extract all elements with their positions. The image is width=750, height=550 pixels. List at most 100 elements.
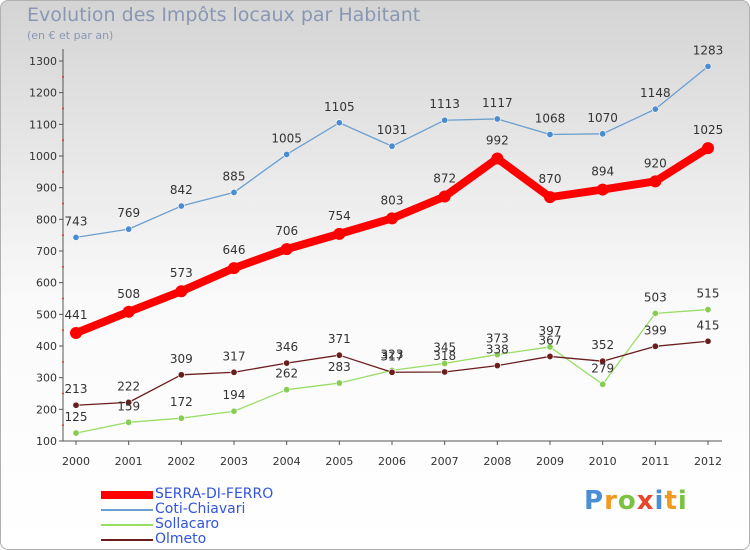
data-label-1: 1283 xyxy=(693,43,724,57)
data-label-2: 515 xyxy=(697,287,720,301)
data-label-0: 803 xyxy=(381,193,404,207)
series-point-1 xyxy=(230,188,238,196)
y-minor-tick xyxy=(62,234,64,237)
chart-title: Evolution des Impôts locaux par Habitant xyxy=(27,4,421,26)
series-point-0 xyxy=(596,183,609,196)
x-tick-label: 2003 xyxy=(220,455,248,468)
series-point-0 xyxy=(386,212,398,225)
series-point-0 xyxy=(438,190,451,203)
y-minor-tick xyxy=(62,75,64,78)
series-point-1 xyxy=(125,225,133,233)
series-point-0 xyxy=(280,243,293,256)
data-label-2: 279 xyxy=(591,361,614,375)
data-label-1: 769 xyxy=(117,206,140,220)
data-label-2: 345 xyxy=(433,340,456,354)
data-label-2: 194 xyxy=(223,388,246,402)
data-label-3: 222 xyxy=(117,379,140,393)
legend-label-sollacaro: Sollacaro xyxy=(155,516,220,532)
data-label-1: 1070 xyxy=(587,111,618,125)
data-label-0: 894 xyxy=(591,165,614,179)
data-label-2: 283 xyxy=(328,360,351,374)
series-point-1 xyxy=(651,105,659,113)
y-minor-tick xyxy=(62,392,64,395)
y-minor-tick xyxy=(62,424,64,427)
legend-label-coti-chiavari: Coti-Chiavari xyxy=(155,501,246,517)
series-point-1 xyxy=(335,119,343,127)
data-label-1: 1068 xyxy=(535,111,566,125)
data-label-0: 441 xyxy=(65,308,88,322)
data-label-0: 992 xyxy=(486,134,509,148)
series-point-1 xyxy=(388,142,396,150)
y-tick-label: 400 xyxy=(36,340,57,353)
series-point-2 xyxy=(546,343,554,351)
series-point-1 xyxy=(441,116,449,124)
data-label-3: 352 xyxy=(591,338,614,352)
series-point-1 xyxy=(283,150,291,158)
data-label-1: 1148 xyxy=(640,86,671,100)
x-tick-label: 2000 xyxy=(62,455,90,468)
data-label-2: 125 xyxy=(65,410,88,424)
data-label-3: 317 xyxy=(223,349,246,363)
x-tick-label: 2002 xyxy=(167,455,195,468)
x-tick-label: 2006 xyxy=(378,455,406,468)
data-label-0: 870 xyxy=(539,172,562,186)
data-label-3: 318 xyxy=(433,349,456,363)
series-point-3 xyxy=(335,351,343,359)
y-tick-label: 200 xyxy=(36,403,57,416)
series-point-2 xyxy=(704,306,712,314)
series-point-2 xyxy=(651,309,659,317)
x-tick-label: 2009 xyxy=(536,455,564,468)
x-tick-label: 2011 xyxy=(641,455,669,468)
series-point-3 xyxy=(125,398,133,406)
data-label-2: 397 xyxy=(539,324,562,338)
series-point-3 xyxy=(599,357,607,365)
data-label-0: 872 xyxy=(433,172,456,186)
data-label-0: 754 xyxy=(328,209,351,223)
logo-letter: x xyxy=(636,486,655,516)
data-label-3: 367 xyxy=(539,333,562,347)
y-minor-tick xyxy=(62,360,64,363)
y-minor-tick xyxy=(62,170,64,173)
y-tick-label: 600 xyxy=(36,277,57,290)
series-point-3 xyxy=(441,368,449,376)
data-label-1: 1005 xyxy=(271,131,302,145)
data-label-3: 371 xyxy=(328,332,351,346)
y-minor-tick xyxy=(62,265,64,268)
y-tick-label: 800 xyxy=(36,213,57,226)
series-point-3 xyxy=(230,368,238,376)
series-point-1 xyxy=(704,62,712,70)
series-point-0 xyxy=(491,152,504,165)
y-minor-tick xyxy=(62,107,64,110)
y-tick-label: 100 xyxy=(36,435,57,448)
data-label-2: 323 xyxy=(381,347,404,361)
y-tick-label: 1100 xyxy=(29,118,57,131)
y-minor-tick xyxy=(62,139,64,142)
series-point-2 xyxy=(599,380,607,388)
series-point-0 xyxy=(544,191,556,204)
chart-subtitle: (en € et par an) xyxy=(27,29,114,42)
series-point-1 xyxy=(72,233,80,241)
logo-letter: i xyxy=(677,486,688,516)
series-line-1 xyxy=(75,65,709,239)
data-label-2: 172 xyxy=(170,395,193,409)
series-point-3 xyxy=(283,359,291,367)
legend-swatch-sollacaro xyxy=(101,524,153,526)
data-label-2: 262 xyxy=(275,367,298,381)
data-label-2: 373 xyxy=(486,332,509,346)
logo-letter: r xyxy=(604,486,618,516)
proxiti-logo: Proxiti xyxy=(584,486,688,516)
x-tick-label: 2004 xyxy=(273,455,301,468)
x-tick-label: 2012 xyxy=(694,455,722,468)
data-label-3: 415 xyxy=(697,318,720,332)
y-tick-label: 1000 xyxy=(29,150,57,163)
series-point-3 xyxy=(651,342,659,350)
y-minor-tick xyxy=(62,202,64,205)
data-label-1: 1117 xyxy=(482,96,513,110)
data-label-1: 885 xyxy=(223,169,246,183)
y-tick-label: 500 xyxy=(36,308,57,321)
series-point-1 xyxy=(177,202,185,210)
x-tick-label: 2007 xyxy=(431,455,459,468)
y-minor-tick xyxy=(62,329,64,332)
data-label-0: 646 xyxy=(223,243,246,257)
